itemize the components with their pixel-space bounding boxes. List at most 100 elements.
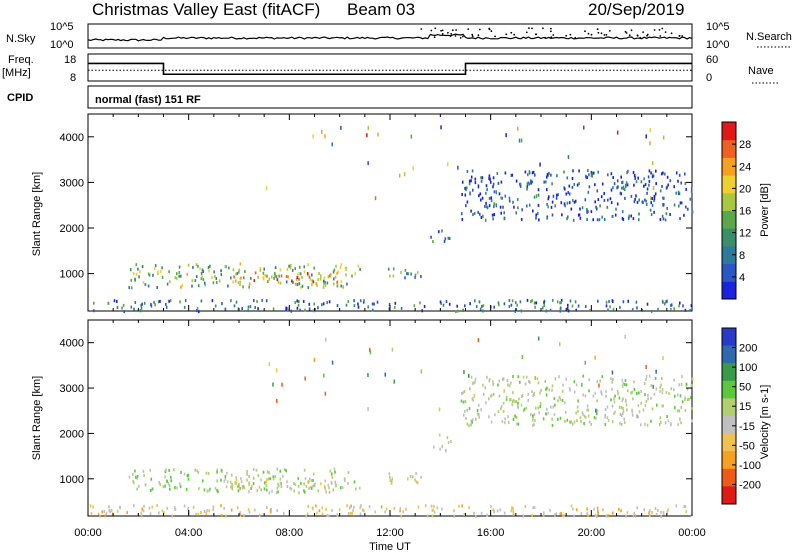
echo-cell	[573, 390, 576, 394]
echo-cell	[493, 509, 495, 513]
nsearch-dot	[528, 27, 530, 29]
echo-cell	[441, 229, 443, 233]
echo-cell	[149, 489, 152, 492]
echo-cell	[313, 357, 316, 362]
echo-cell	[135, 272, 138, 276]
echo-cell	[272, 475, 275, 479]
nsearch-dot	[552, 34, 555, 36]
echo-cell	[520, 309, 523, 313]
nsearch-dot	[565, 34, 568, 37]
echo-cell	[347, 300, 350, 304]
echo-cell	[230, 508, 233, 512]
echo-cell	[266, 478, 268, 482]
echo-cell	[666, 415, 668, 418]
echo-cell	[214, 304, 217, 308]
echo-cell	[318, 509, 321, 513]
echo-cell	[138, 275, 140, 279]
echo-cell	[333, 277, 335, 281]
echo-cell	[461, 218, 464, 221]
echo-cell	[529, 179, 532, 183]
echo-cell	[570, 420, 572, 424]
echo-cell	[380, 505, 383, 509]
echo-cell	[529, 380, 531, 384]
echo-cell	[551, 182, 553, 186]
echo-cell	[596, 399, 598, 403]
echo-cell	[537, 381, 540, 385]
echo-cell	[645, 365, 647, 369]
nsearch-dot	[597, 31, 600, 34]
echo-cell	[638, 391, 640, 395]
echo-cell	[478, 194, 480, 198]
echo-cell	[573, 380, 576, 384]
echo-cell	[241, 307, 243, 310]
echo-cell	[566, 307, 569, 310]
echo-cell	[508, 196, 511, 200]
echo-cell	[104, 514, 107, 518]
echo-cell	[366, 133, 368, 138]
echo-cell	[406, 272, 408, 276]
echo-cell	[203, 510, 206, 513]
echo-cell	[568, 184, 571, 188]
echo-cell	[277, 490, 279, 494]
colorbar-tick-label: -50	[739, 440, 755, 452]
echo-cell	[655, 387, 658, 391]
echo-cell	[469, 191, 471, 196]
echo-cell	[601, 182, 604, 186]
echo-cell	[670, 387, 673, 391]
echo-cell	[440, 125, 442, 130]
echo-cell	[468, 407, 471, 411]
nsearch-dot	[550, 30, 552, 33]
echo-cell	[234, 481, 236, 485]
echo-cell	[478, 300, 481, 304]
echo-cell	[614, 394, 616, 398]
echo-cell	[649, 513, 651, 517]
echo-cell	[597, 170, 599, 174]
echo-cell	[546, 386, 548, 390]
echo-cell	[690, 304, 693, 307]
echo-cell	[591, 171, 594, 175]
echo-cell	[551, 200, 554, 204]
echo-cell	[393, 506, 396, 510]
echo-cell	[587, 414, 590, 418]
echo-cell	[294, 282, 297, 286]
echo-cell	[197, 512, 200, 516]
echo-cell	[607, 308, 609, 312]
nsearch-dot	[605, 33, 608, 36]
echo-cell	[176, 272, 178, 276]
echo-cell	[667, 183, 669, 187]
echo-cell	[226, 471, 228, 475]
echo-cell	[308, 302, 311, 306]
echo-cell	[274, 475, 277, 479]
echo-cell	[478, 415, 480, 419]
echo-cell	[567, 215, 569, 219]
echo-cell	[101, 510, 103, 514]
echo-cell	[336, 271, 338, 275]
echo-cell	[522, 409, 525, 413]
echo-cell	[246, 469, 248, 473]
echo-cell	[593, 507, 595, 511]
colorbar-swatch	[722, 175, 736, 194]
nsearch-dot	[471, 33, 474, 36]
echo-cell	[543, 304, 545, 307]
echo-cell	[239, 276, 242, 280]
echo-cell	[238, 487, 241, 491]
echo-cell	[601, 215, 603, 219]
echo-cell	[605, 514, 608, 518]
echo-cell	[576, 405, 579, 409]
echo-cell	[404, 276, 406, 280]
echo-cell	[532, 415, 534, 419]
echo-cell	[310, 479, 313, 483]
echo-cell	[666, 299, 668, 303]
echo-cell	[224, 307, 227, 311]
echo-cell	[240, 480, 243, 484]
echo-cell	[340, 125, 342, 130]
echo-cell	[573, 200, 576, 204]
echo-cell	[517, 126, 519, 131]
echo-cell	[583, 422, 585, 425]
echo-cell	[224, 264, 227, 268]
echo-cell	[119, 506, 121, 510]
echo-cell	[345, 273, 347, 277]
velocity-ylabel: Slant Range [km]	[31, 376, 43, 460]
echo-cell	[512, 510, 515, 514]
nsearch-dot	[490, 30, 493, 33]
